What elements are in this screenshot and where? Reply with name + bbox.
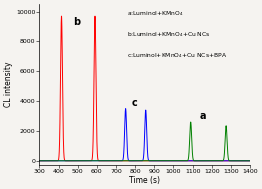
Text: b:Luminol+KMnO$_4$+Cu NCs: b:Luminol+KMnO$_4$+Cu NCs [127,30,210,39]
Text: c:Luminol+KMnO$_4$+Cu NCs+BPA: c:Luminol+KMnO$_4$+Cu NCs+BPA [127,51,227,60]
Text: b: b [73,17,80,26]
Text: a: a [200,111,206,121]
Y-axis label: CL intensity: CL intensity [4,62,13,108]
X-axis label: Time (s): Time (s) [129,176,160,185]
Text: a:Luminol+KMnO$_4$: a:Luminol+KMnO$_4$ [127,9,183,18]
Text: c: c [131,98,137,108]
